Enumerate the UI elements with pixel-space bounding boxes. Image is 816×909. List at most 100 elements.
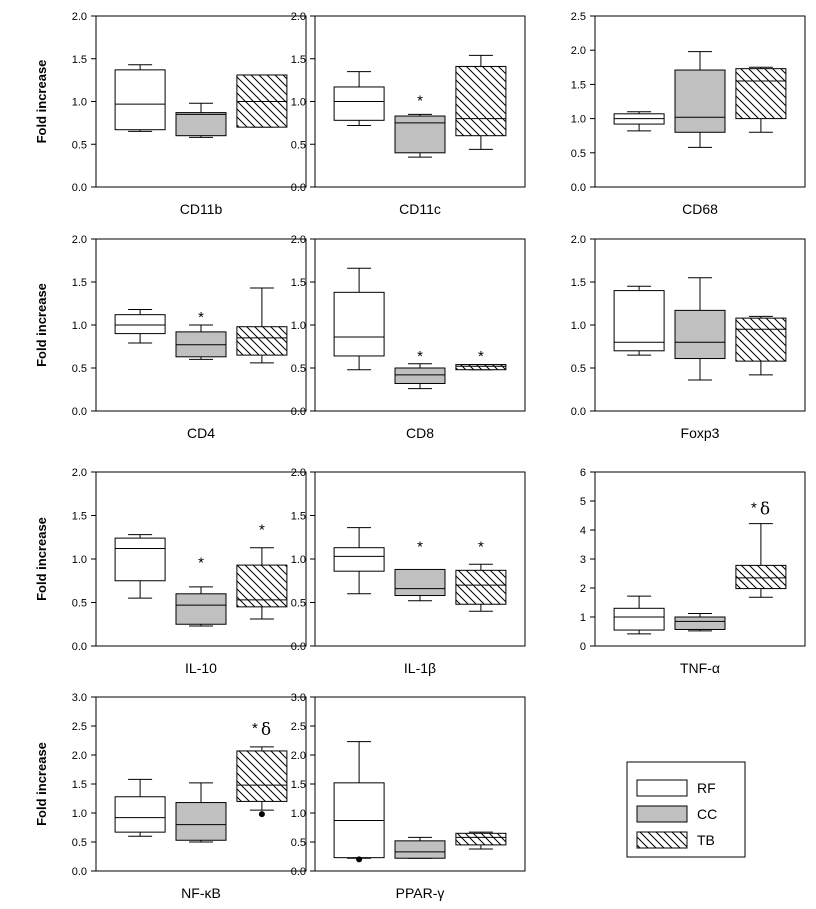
y-tick-label: 1.0: [291, 808, 306, 820]
panel-cd8: 0.0 0.5 1.0 1.5 2.0 CD8 * *: [291, 234, 526, 441]
box-iqr: [394, 568, 446, 597]
box-iqr: [455, 569, 507, 605]
panel-tnf: 0 1 2 3 4 5 6 TNF-α * δ: [580, 467, 806, 676]
panel-label: PPAR-γ: [396, 885, 445, 901]
significance-star: *: [478, 348, 484, 365]
y-tick-label: 2.5: [571, 11, 586, 23]
y-tick-label: 3.0: [291, 692, 306, 704]
legend: RF CC TB: [626, 761, 746, 858]
panel-cd4: 0.0 0.5 1.0 1.5 2.0 CD4 Fold increase *: [34, 234, 307, 441]
box-tb: [455, 831, 507, 850]
y-tick-label: 1.0: [72, 554, 87, 566]
significance-star: *: [417, 539, 423, 556]
panel-label: CD4: [187, 425, 215, 441]
panel-label: CD8: [406, 425, 434, 441]
legend-entry-cc: CC: [636, 805, 717, 823]
box-rf: [114, 534, 166, 599]
box-iqr: [114, 69, 166, 131]
box-iqr: [333, 291, 385, 357]
y-tick-label: 2.0: [291, 467, 306, 479]
outlier-point: [258, 811, 265, 818]
y-tick-label: 2.0: [571, 234, 586, 246]
y-tick-label: 2.5: [72, 721, 87, 733]
y-tick-label: 0.0: [72, 406, 87, 418]
y-tick-label: 1.5: [72, 54, 87, 66]
box-iqr: [613, 290, 665, 352]
y-tick-label: 4: [580, 525, 586, 537]
y-tick-label: 1.0: [72, 320, 87, 332]
y-tick-label: 1: [580, 612, 586, 624]
box-cc: [175, 586, 227, 627]
box-iqr: [735, 317, 787, 362]
box-tb: [455, 364, 507, 371]
y-tick-label: 0.5: [291, 363, 306, 375]
y-tick-label: 0.5: [72, 598, 87, 610]
y-axis-label: Fold increase: [34, 60, 49, 144]
box-cc: [674, 613, 726, 632]
box-iqr: [674, 69, 726, 133]
box-iqr: [394, 367, 446, 384]
box-tb: [236, 746, 288, 818]
y-tick-label: 2.0: [571, 45, 586, 57]
box-tb: [735, 315, 787, 376]
box-cc: [394, 363, 446, 390]
y-tick-label: 1.5: [72, 511, 87, 523]
box-cc: [394, 568, 446, 602]
box-cc: [674, 51, 726, 148]
y-tick-label: 1.0: [291, 97, 306, 109]
box-cc: [394, 836, 446, 859]
y-tick-label: 2.0: [72, 750, 87, 762]
significance-star: *: [478, 539, 484, 556]
significance-star: *: [417, 348, 423, 365]
y-tick-label: 0.0: [571, 406, 586, 418]
legend-swatch: [636, 779, 688, 797]
panel-label: IL-10: [185, 660, 217, 676]
y-tick-label: 0.0: [291, 866, 306, 878]
y-tick-label: 1.5: [72, 779, 87, 791]
y-tick-label: 0.5: [72, 837, 87, 849]
box-tb: [735, 66, 787, 133]
box-tb: [735, 523, 787, 598]
y-tick-label: 1.5: [571, 79, 586, 91]
box-rf: [613, 285, 665, 356]
y-tick-label: 0.0: [291, 406, 306, 418]
panel-label: Foxp3: [681, 425, 720, 441]
legend-label: CC: [697, 806, 717, 822]
box-iqr: [114, 314, 166, 335]
significance-delta: δ: [261, 720, 271, 740]
significance-star: *: [198, 554, 204, 571]
box-iqr: [236, 750, 288, 802]
y-tick-label: 0.0: [72, 641, 87, 653]
y-tick-label: 3.0: [72, 692, 87, 704]
legend-entry-tb: TB: [636, 831, 715, 849]
legend-swatch: [636, 805, 688, 823]
y-tick-label: 0.0: [291, 641, 306, 653]
significance-star: *: [417, 93, 423, 110]
box-iqr: [735, 564, 787, 590]
box-rf: [333, 267, 385, 371]
y-tick-label: 0.0: [72, 182, 87, 194]
y-tick-label: 0.0: [571, 182, 586, 194]
panel-ppar: 0.0 0.5 1.0 1.5 2.0 2.5 3.0 PPAR-γ: [291, 692, 526, 901]
y-tick-label: 2.0: [291, 11, 306, 23]
significance-star: *: [259, 521, 265, 538]
significance-star: *: [198, 309, 204, 326]
legend-label: RF: [697, 780, 716, 796]
panel-label: CD68: [682, 201, 718, 217]
y-tick-label: 1.5: [291, 511, 306, 523]
y-tick-label: 3: [580, 554, 586, 566]
panel-label: CD11c: [399, 201, 441, 217]
box-rf: [613, 111, 665, 132]
y-axis-label: Fold increase: [34, 742, 49, 826]
box-cc: [175, 324, 227, 360]
y-tick-label: 2.0: [72, 11, 87, 23]
plot-frame: [594, 15, 806, 188]
box-iqr: [674, 616, 726, 630]
box-rf: [114, 64, 166, 132]
panel-foxp3: 0.0 0.5 1.0 1.5 2.0 Foxp3: [571, 234, 806, 441]
box-iqr: [236, 564, 288, 608]
y-tick-label: 1.5: [72, 277, 87, 289]
y-tick-label: 1.5: [291, 779, 306, 791]
box-tb: [455, 54, 507, 150]
box-iqr: [236, 326, 288, 356]
